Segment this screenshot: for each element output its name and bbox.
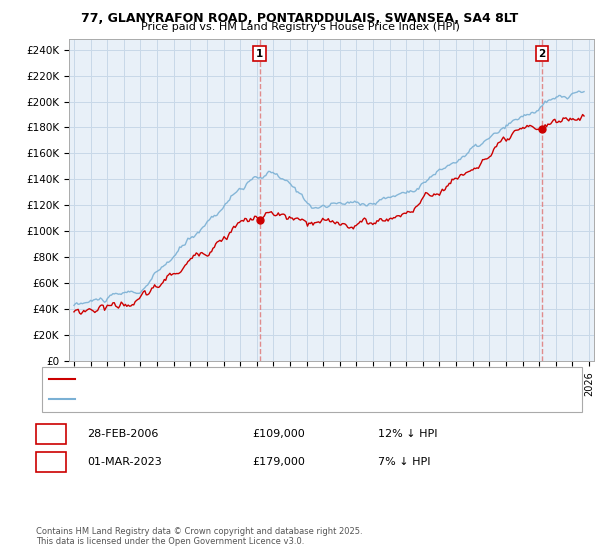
Text: £109,000: £109,000 bbox=[252, 429, 305, 439]
Text: 77, GLANYRAFON ROAD, PONTARDDULAIS, SWANSEA, SA4 8LT: 77, GLANYRAFON ROAD, PONTARDDULAIS, SWAN… bbox=[82, 12, 518, 25]
Text: Price paid vs. HM Land Registry's House Price Index (HPI): Price paid vs. HM Land Registry's House … bbox=[140, 22, 460, 32]
Text: 01-MAR-2023: 01-MAR-2023 bbox=[87, 457, 162, 467]
Text: 77, GLANYRAFON ROAD, PONTARDDULAIS, SWANSEA, SA4 8LT (semi-detached house): 77, GLANYRAFON ROAD, PONTARDDULAIS, SWAN… bbox=[80, 375, 488, 384]
Text: 28-FEB-2006: 28-FEB-2006 bbox=[87, 429, 158, 439]
Text: 1: 1 bbox=[47, 429, 55, 439]
Text: 7% ↓ HPI: 7% ↓ HPI bbox=[378, 457, 431, 467]
Text: 1: 1 bbox=[256, 49, 263, 59]
Text: 2: 2 bbox=[538, 49, 545, 59]
Text: 12% ↓ HPI: 12% ↓ HPI bbox=[378, 429, 437, 439]
Text: Contains HM Land Registry data © Crown copyright and database right 2025.
This d: Contains HM Land Registry data © Crown c… bbox=[36, 526, 362, 546]
Text: £179,000: £179,000 bbox=[252, 457, 305, 467]
Text: 2: 2 bbox=[47, 457, 55, 467]
Text: HPI: Average price, semi-detached house, Swansea: HPI: Average price, semi-detached house,… bbox=[80, 395, 325, 404]
